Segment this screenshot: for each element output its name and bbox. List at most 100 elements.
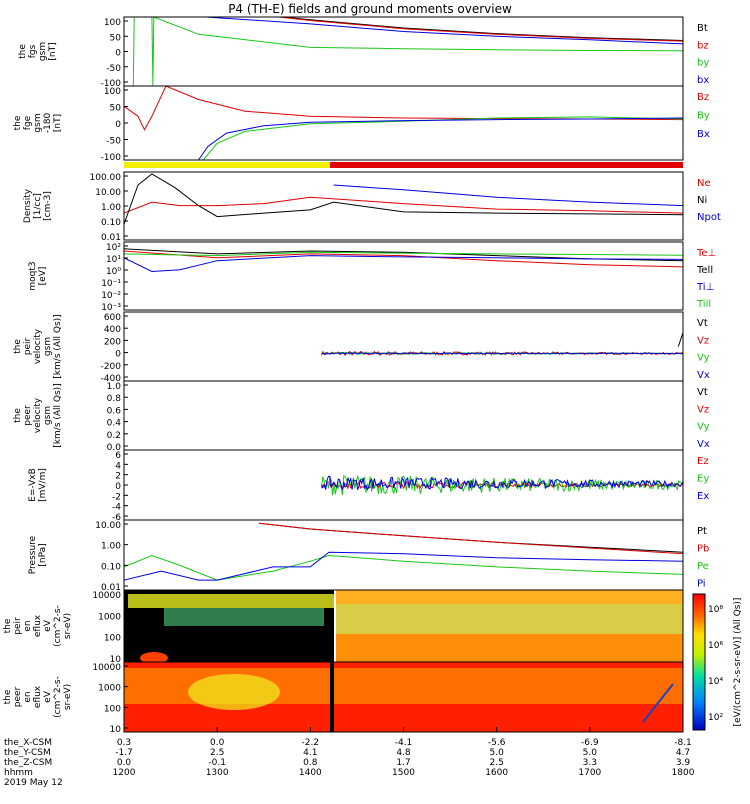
density-ytick-label-2: 1.00: [101, 203, 121, 213]
peir_eflux-ylabel-line-3: eflux: [33, 614, 43, 637]
pressure-series-group: [124, 522, 683, 581]
peer_velocity-ylabel-line-2: velocity: [33, 397, 43, 433]
peer-high-flux-region: [188, 674, 280, 710]
fgs-ytick-label-0: 100: [104, 18, 121, 28]
fge-legend-2: Bx: [697, 129, 710, 140]
peir-mid-band: [164, 608, 324, 626]
fge-line-1: [202, 116, 683, 160]
moqt3-legend-2: Ti⊥: [696, 282, 714, 293]
peir_eflux-ylabel-group: the peir en eflux eV (cm^2-s-sr-eV): [3, 605, 73, 647]
moqt3-ytick-label-4: 10⁻²: [101, 291, 121, 301]
fge-ytick-label-4: -100: [101, 153, 122, 163]
efield-ytick-label-1: 4: [115, 461, 121, 471]
fge-line-0: [124, 86, 683, 131]
peer_eflux-ylabel-line-5: (cm^2-s-: [53, 676, 63, 718]
pressure-ytick-label-3: 0.01: [101, 583, 121, 593]
colorbar-tick-0: 10⁸: [708, 605, 723, 615]
xaxis-value-0-6: -8.1: [674, 738, 692, 748]
colorbar: [692, 593, 706, 731]
peir_velocity-series-group: [321, 332, 683, 357]
xaxis-value-3-6: 1800: [672, 768, 695, 778]
peir_eflux-ytick-label-0: 10000: [92, 591, 121, 601]
colorbar-label: [eV/(cm^2-s-sr-eV)] (All Qs)]: [733, 598, 743, 727]
xaxis-value-2-0: 0.0: [117, 758, 132, 768]
peir_velocity-legend-0: Vt: [697, 318, 708, 329]
xaxis-value-3-3: 1500: [392, 768, 415, 778]
fgs-legend-1: bz: [697, 40, 709, 51]
moqt3-series-group: [124, 248, 683, 273]
plot-title: P4 (TH-E) fields and ground moments over…: [228, 2, 512, 16]
peer_velocity-ytick-label-3: 0.4: [107, 419, 122, 429]
pressure-legend-3: Pi: [697, 579, 706, 590]
peer_velocity-ytick-label-4: 0.2: [107, 431, 121, 441]
peir_eflux-heatmap: [124, 590, 683, 664]
peir_eflux-ylabel-line-2: en: [23, 620, 33, 631]
peir_velocity-ytick-label-3: 0: [115, 350, 121, 360]
xaxis-value-2-2: 0.8: [303, 758, 318, 768]
peir_eflux-ylabel-line-1: peir: [13, 617, 23, 635]
fgs-line-0: [277, 17, 683, 41]
fge-frame: [123, 85, 684, 161]
xaxis-value-3-1: 1300: [206, 768, 229, 778]
peir_eflux-ytick-label-2: 100: [104, 634, 121, 644]
efield-ylabel-line-0: E=-VxB: [28, 468, 38, 502]
peer-feature-line: [642, 683, 674, 723]
xaxis-value-0-1: 0.0: [210, 738, 225, 748]
fge-ytick-label-3: -50: [106, 137, 121, 147]
xaxis-date: 2019 May 12: [4, 778, 63, 788]
fge-legend-0: Bz: [697, 92, 709, 103]
peer_eflux-ylabel-line-3: eflux: [33, 685, 43, 708]
peer_velocity-legend-1: Vz: [697, 404, 709, 415]
peer_velocity-ylabel-line-0: the: [13, 408, 23, 423]
efield-line-1: [321, 474, 683, 496]
fgs-ytick-label-4: -100: [101, 79, 122, 89]
xaxis-value-3-2: 1400: [299, 768, 322, 778]
density-ytick-label-0: 100.00: [90, 173, 122, 183]
xaxis-row-label-1: the_Y-CSM: [4, 748, 51, 758]
pressure-legend-2: Pe: [697, 561, 709, 572]
pressure-line-3: [124, 551, 683, 581]
density-ytick-label-1: 10.00: [95, 188, 121, 198]
fgs-series-group: [132, 17, 683, 86]
peer_velocity-legend-3: Vx: [697, 439, 710, 450]
efield-line-2: [321, 475, 683, 491]
moqt3-frame: [123, 241, 684, 311]
moqt3-ytick-label-5: 10⁻³: [101, 303, 121, 313]
moqt3-ytick-label-2: 10⁰: [106, 267, 121, 277]
fgs-line-3: [205, 17, 683, 45]
pressure-ytick-label-1: 1.00: [101, 542, 121, 552]
peer_velocity-ytick-label-5: 0.0: [107, 443, 122, 453]
xaxis-value-2-4: 2.5: [490, 758, 504, 768]
moqt3-legend-3: Till: [696, 299, 711, 310]
fgs-ytick-label-2: 0: [115, 49, 121, 59]
peer_velocity-ytick-label-0: 1.0: [107, 382, 122, 392]
density-ylabel-line-2: [cm-3]: [43, 191, 53, 221]
peir_velocity-ylabel-group: the peir velocity gsm [km/s (All Qs)]: [13, 314, 63, 378]
pressure-ytick-label-2: 0.10: [101, 562, 121, 572]
pressure-ylabel-line-1: [nPa]: [38, 543, 48, 566]
peir_velocity-ytick-label-4: -200: [101, 362, 122, 372]
pressure-legend-1: Pb: [697, 544, 709, 555]
fgs-legend-2: by: [697, 58, 709, 69]
fgs-ylabel-line-2: gsm: [38, 42, 48, 61]
fgs-ylabel-line-3: [nT]: [48, 42, 58, 60]
peir_velocity-frame: [123, 311, 684, 382]
xaxis-value-0-3: -4.1: [395, 738, 413, 748]
pressure-ytick-label-0: 10.00: [95, 521, 121, 531]
peer-data-gap: [330, 662, 334, 732]
efield-ytick-label-4: -2: [112, 492, 121, 502]
pressure-line-2: [124, 554, 683, 581]
peer_velocity-ylabel-line-1: peer: [23, 405, 33, 426]
peer_velocity-ylabel-line-4: [km/s (All Qs)]: [53, 383, 63, 447]
efield-series-group: [321, 474, 683, 496]
efield-legend-2: Ex: [697, 491, 709, 502]
efield-ytick-label-0: 6: [115, 451, 121, 461]
xaxis-value-1-5: 5.0: [583, 748, 598, 758]
peir_velocity-legend-2: Vy: [697, 353, 710, 364]
density-ylabel-group: Density [1/cc] [cm-3]: [23, 188, 53, 223]
fge-ylabel-line-3: -180: [43, 113, 53, 134]
xaxis-row-label-0: the_X-CSM: [4, 738, 52, 748]
moqt3-ytick-label-1: 10¹: [106, 255, 121, 265]
peir-high-energy-band: [128, 594, 334, 608]
